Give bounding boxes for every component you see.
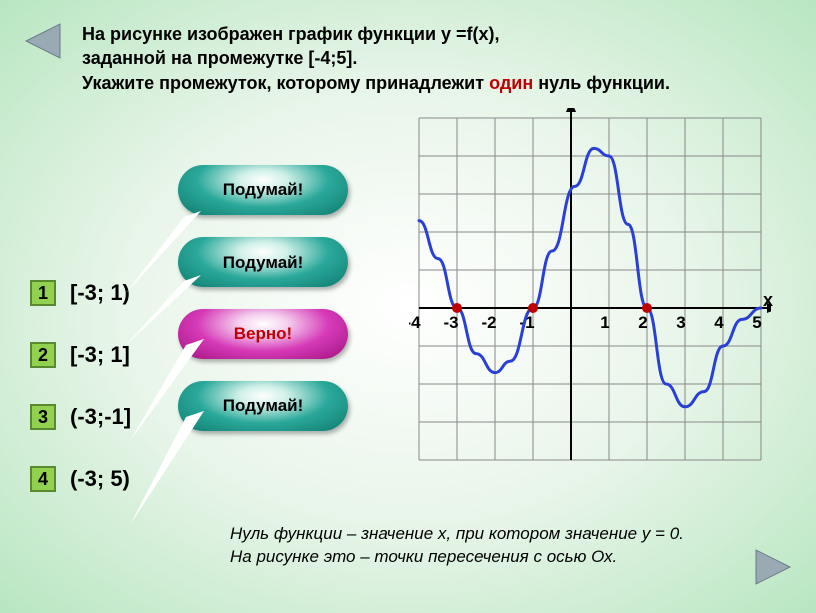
bubble-1: Подумай! [178, 165, 348, 215]
svg-text:-2: -2 [481, 313, 496, 332]
answer-number-1[interactable]: 1 [30, 280, 56, 306]
svg-text:-3: -3 [443, 313, 458, 332]
x-axis-label: х [763, 290, 773, 311]
feedback-bubbles: Подумай! Подумай! Верно! Подумай! [178, 165, 358, 453]
svg-text:1: 1 [600, 313, 609, 332]
arrow-left-icon [20, 20, 62, 62]
hint-text: Нуль функции – значение х, при котором з… [230, 523, 750, 569]
answer-text-2: [-3; 1] [70, 342, 130, 368]
answer-text-1: [-3; 1) [70, 280, 130, 306]
bubble-1-label: Подумай! [223, 180, 304, 200]
hint-line1: Нуль функции – значение х, при котором з… [230, 524, 684, 543]
answer-option-2: 2 [-3; 1] [30, 342, 131, 368]
function-chart: -4-3-2-112345 х [409, 108, 771, 470]
svg-text:4: 4 [714, 313, 724, 332]
svg-text:-4: -4 [409, 313, 421, 332]
answer-text-4: (-3; 5) [70, 466, 130, 492]
bubble-2-label: Подумай! [223, 254, 304, 271]
answer-number-2[interactable]: 2 [30, 342, 56, 368]
question-line1: На рисунке изображен график функции y =f… [82, 24, 500, 44]
question-line2: заданной на промежутке [-4;5]. [82, 48, 357, 68]
bubble-4: Подумай! [178, 381, 348, 431]
question-highlight: один [489, 73, 533, 93]
arrow-right-icon [754, 546, 796, 588]
answer-number-3[interactable]: 3 [30, 404, 56, 430]
question-line3b: нуль функции. [533, 73, 670, 93]
bubble-2: Подумай! [178, 237, 348, 287]
bubble-3-label: Верно! [234, 324, 292, 344]
chart-svg: -4-3-2-112345 [409, 108, 771, 470]
nav-back-button[interactable] [20, 20, 62, 67]
bubble-4-label: Подумай! [223, 396, 304, 416]
bubble-3: Верно! [178, 309, 348, 359]
bubble-tail-4-icon [130, 409, 210, 529]
svg-text:5: 5 [752, 313, 761, 332]
svg-text:2: 2 [638, 313, 647, 332]
answer-number-4[interactable]: 4 [30, 466, 56, 492]
nav-next-button[interactable] [754, 546, 796, 593]
svg-text:3: 3 [676, 313, 685, 332]
answer-option-4: 4 (-3; 5) [30, 466, 131, 492]
hint-line2: На рисунке это – точки пересечения с ось… [230, 547, 617, 566]
answer-text-3: (-3;-1] [70, 404, 131, 430]
answer-options: 1 [-3; 1) 2 [-3; 1] 3 (-3;-1] 4 (-3; 5) [30, 280, 131, 528]
answer-option-3: 3 (-3;-1] [30, 404, 131, 430]
answer-option-1: 1 [-3; 1) [30, 280, 131, 306]
question-line3a: Укажите промежуток, которому принадлежит [82, 73, 489, 93]
question-text: На рисунке изображен график функции y =f… [82, 22, 762, 95]
